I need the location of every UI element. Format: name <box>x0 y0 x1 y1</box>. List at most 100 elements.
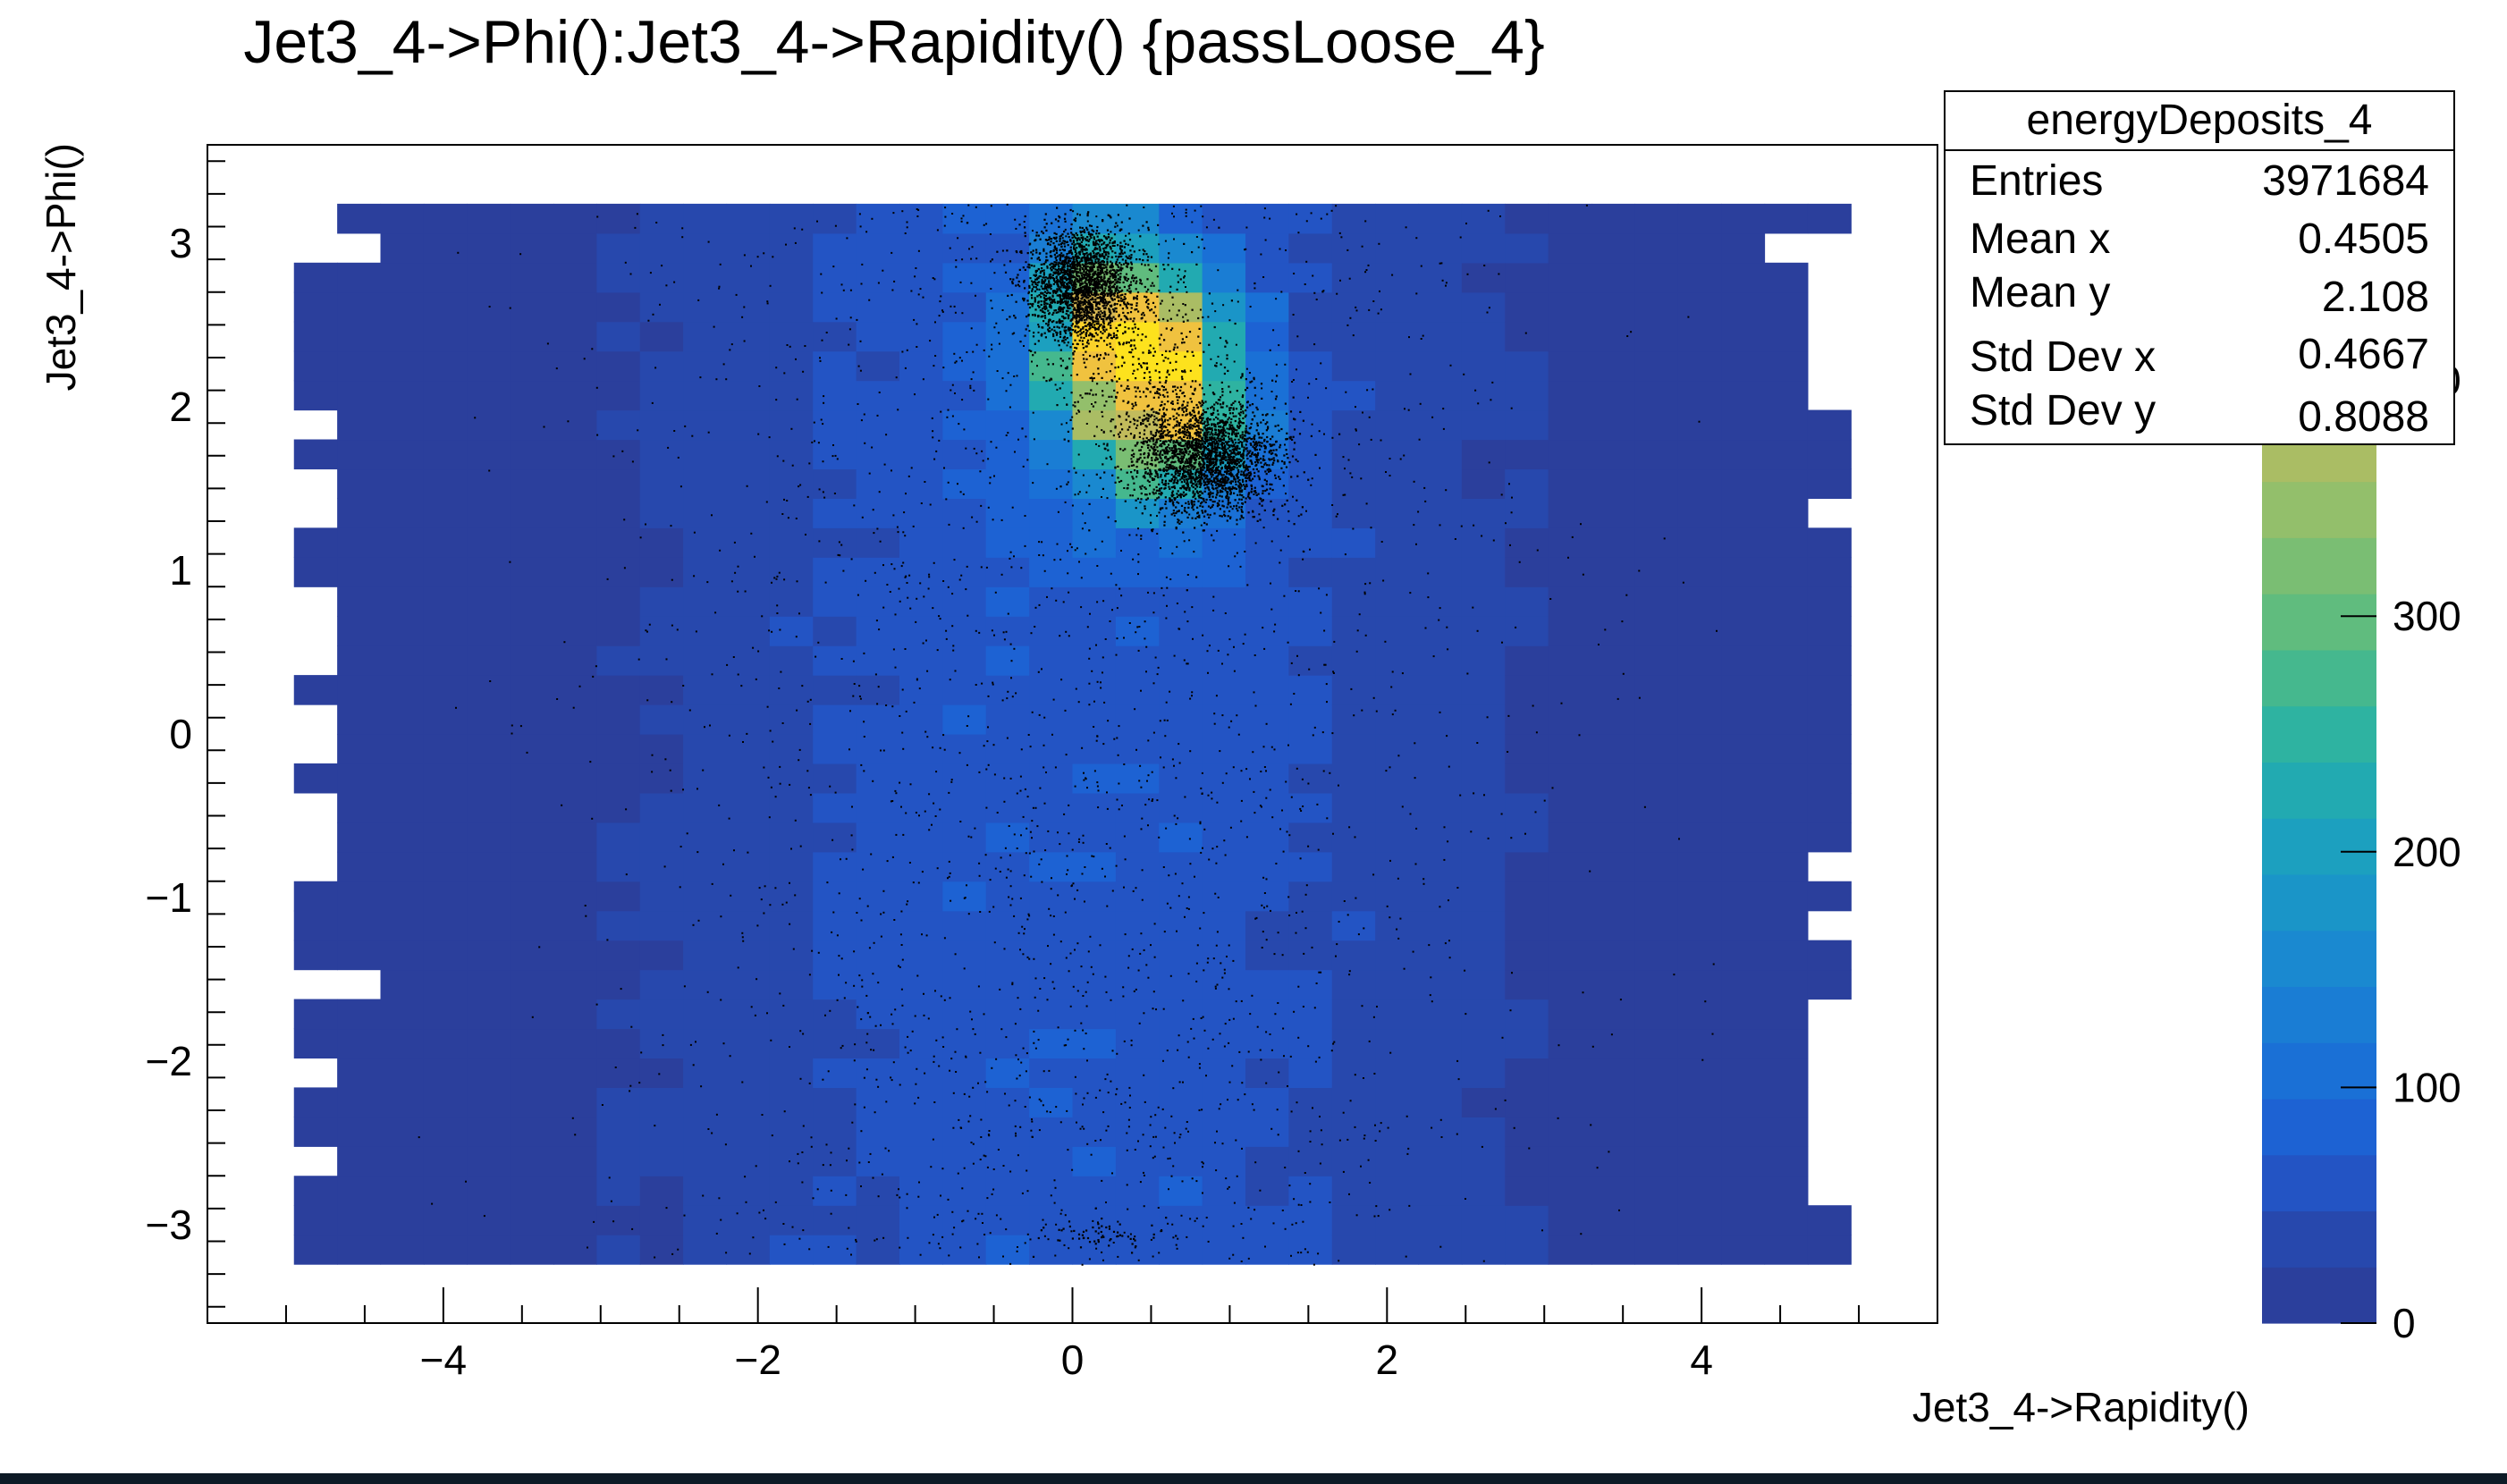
scatter-point <box>1161 442 1164 445</box>
scatter-point <box>1160 302 1162 305</box>
scatter-point <box>1047 309 1050 312</box>
heatmap-bin <box>510 999 554 1030</box>
scatter-point <box>1067 285 1069 288</box>
scatter-point <box>1074 264 1076 266</box>
scatter-point <box>1053 232 1056 234</box>
scatter-point <box>1059 349 1062 351</box>
scatter-point <box>1095 230 1098 232</box>
scatter-point <box>1240 516 1243 519</box>
heatmap-bin <box>1331 380 1376 411</box>
heatmap-bin <box>1505 792 1549 823</box>
scatter-point <box>1070 223 1073 226</box>
heatmap-bin <box>1548 881 1592 912</box>
scatter-point <box>1144 440 1147 443</box>
heatmap-bin <box>683 557 728 587</box>
heatmap-bin <box>1202 999 1246 1030</box>
scatter-point <box>1246 406 1249 409</box>
scatter-point <box>1053 290 1056 292</box>
scatter-point <box>1273 508 1276 510</box>
scatter-point <box>1212 423 1215 426</box>
scatter-point <box>1275 395 1278 398</box>
heatmap-bin <box>942 1117 987 1147</box>
scatter-point <box>1104 287 1107 290</box>
scatter-point <box>1053 264 1056 266</box>
scatter-point <box>1092 294 1094 297</box>
heatmap-bin <box>1331 616 1376 646</box>
heatmap-bin <box>1159 350 1203 382</box>
heatmap-bin <box>1245 704 1289 735</box>
scatter-point <box>1043 263 1046 266</box>
heatmap-bin <box>683 527 728 558</box>
heatmap-bin <box>985 468 1030 499</box>
scatter-point <box>1031 303 1034 306</box>
heatmap-bin <box>1461 675 1506 705</box>
scatter-point <box>1093 264 1095 266</box>
scatter-point <box>1267 426 1270 428</box>
scatter-point <box>1059 358 1062 360</box>
scatter-point <box>1235 442 1237 444</box>
scatter-point <box>1063 261 1066 264</box>
heatmap-bin <box>1375 999 1420 1030</box>
heatmap-bin <box>769 439 814 470</box>
scatter-point <box>1023 279 1026 282</box>
heatmap-bin <box>1634 851 1679 882</box>
heatmap-bin <box>683 586 728 617</box>
heatmap-bin <box>1202 232 1246 264</box>
heatmap-bin <box>1375 321 1420 352</box>
heatmap-bin <box>1288 851 1333 882</box>
scatter-point <box>1080 257 1083 259</box>
heatmap-bin <box>1591 203 1635 234</box>
scatter-point <box>1080 232 1083 234</box>
scatter-point <box>1092 249 1094 252</box>
scatter-point <box>1064 273 1067 275</box>
heatmap-bin <box>337 350 382 382</box>
scatter-point <box>1077 257 1081 259</box>
heatmap-bin <box>1375 704 1420 735</box>
scatter-point <box>1135 282 1137 284</box>
scatter-point <box>1074 220 1076 223</box>
scatter-point <box>1049 299 1051 301</box>
scatter-point <box>1186 426 1189 429</box>
heatmap-bin <box>1072 734 1117 764</box>
scatter-point <box>1074 329 1076 332</box>
scatter-point <box>1090 263 1093 266</box>
scatter-point <box>1058 307 1060 309</box>
scatter-point <box>1234 487 1237 490</box>
heatmap-bin <box>293 1176 338 1206</box>
heatmap-bin <box>1548 763 1592 794</box>
heatmap-bin <box>1461 1176 1506 1206</box>
scatter-point <box>1135 298 1138 300</box>
scatter-point <box>1160 460 1162 463</box>
scatter-point <box>1242 496 1245 499</box>
scatter-point <box>1061 323 1064 325</box>
scatter-point <box>1061 255 1064 257</box>
heatmap-bin <box>1072 1146 1117 1176</box>
scatter-point <box>1091 316 1093 318</box>
heatmap-bin <box>856 675 900 705</box>
scatter-point <box>1240 408 1243 410</box>
scatter-point <box>1102 318 1105 321</box>
heatmap-bin <box>639 1028 684 1059</box>
scatter-point <box>1279 446 1281 449</box>
heatmap-bin <box>639 734 684 764</box>
scatter-point <box>1091 279 1093 282</box>
scatter-point <box>1054 265 1057 268</box>
heatmap-bin <box>1375 969 1420 1000</box>
heatmap-bin <box>1202 851 1246 882</box>
scatter-point <box>1119 290 1122 293</box>
scatter-point <box>1068 327 1071 330</box>
scatter-point <box>1161 415 1163 417</box>
scatter-point <box>1089 270 1092 273</box>
scatter-point <box>1161 445 1163 448</box>
scatter-point <box>1038 275 1041 278</box>
heatmap-bin <box>726 350 771 382</box>
heatmap-bin <box>596 763 641 794</box>
scatter-point <box>1059 308 1062 311</box>
heatmap-bin <box>337 380 382 411</box>
scatter-point <box>1081 230 1085 233</box>
heatmap-bin <box>769 232 814 264</box>
scatter-point <box>1075 301 1077 304</box>
heatmap-bin <box>683 1058 728 1088</box>
heatmap-bin <box>1677 734 1722 764</box>
scatter-point <box>1024 235 1026 238</box>
